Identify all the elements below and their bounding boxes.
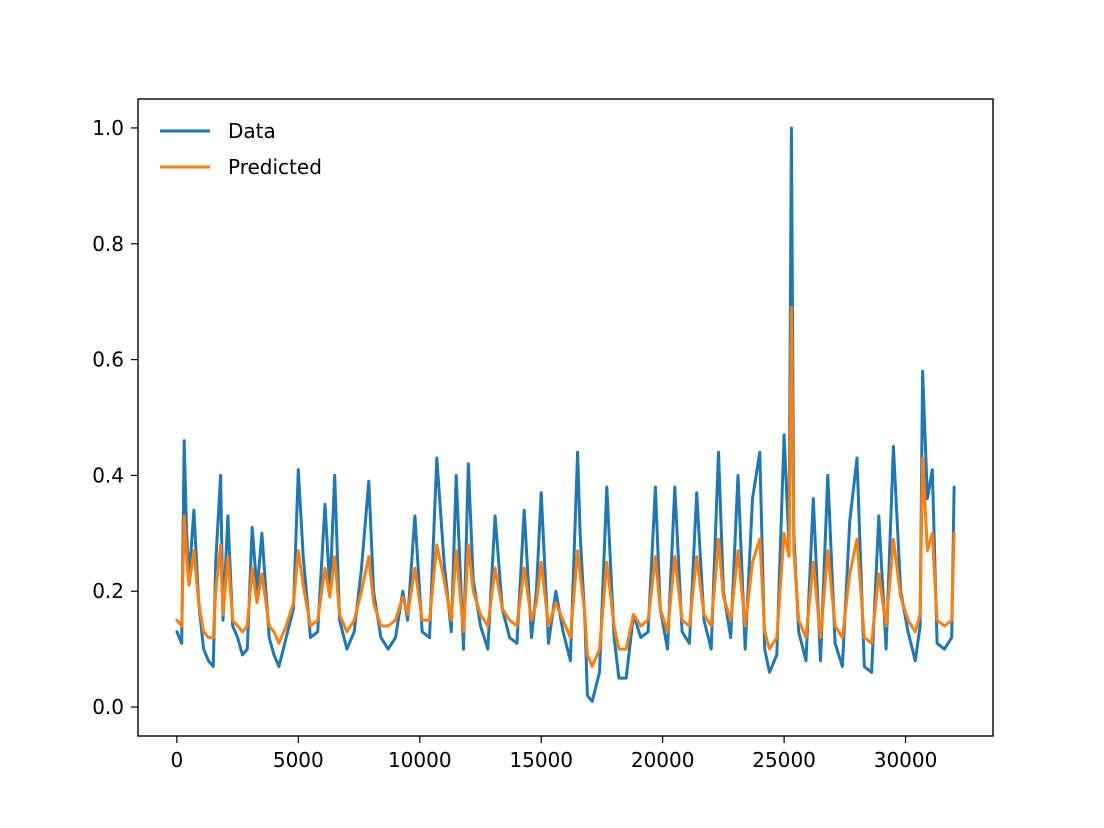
y-axis-ticks: 0.0 0.2 0.4 0.6 0.8 1.0 — [92, 116, 138, 719]
x-tick-label: 0 — [170, 748, 183, 772]
y-tick-label: 1.0 — [92, 116, 124, 140]
x-axis-ticks: 0 5000 10000 15000 20000 25000 30000 — [170, 736, 937, 772]
x-tick-label: 15000 — [509, 748, 573, 772]
y-tick-label: 0.6 — [92, 348, 124, 372]
x-tick-label: 10000 — [388, 748, 452, 772]
x-tick-label: 20000 — [631, 748, 695, 772]
legend-label-data: Data — [228, 119, 276, 143]
legend-label-predicted: Predicted — [228, 155, 322, 179]
series-layer — [175, 126, 956, 703]
x-tick-label: 5000 — [273, 748, 324, 772]
axes-frame — [137, 98, 994, 737]
legend: Data Predicted — [160, 119, 322, 179]
series-line-predicted — [175, 306, 956, 668]
y-tick-label: 0.4 — [92, 463, 124, 487]
y-tick-label: 0.8 — [92, 232, 124, 256]
x-tick-label: 30000 — [874, 748, 938, 772]
x-tick-label: 25000 — [752, 748, 816, 772]
y-tick-label: 0.2 — [92, 579, 124, 603]
y-tick-label: 0.0 — [92, 695, 124, 719]
plot-area — [138, 99, 993, 736]
